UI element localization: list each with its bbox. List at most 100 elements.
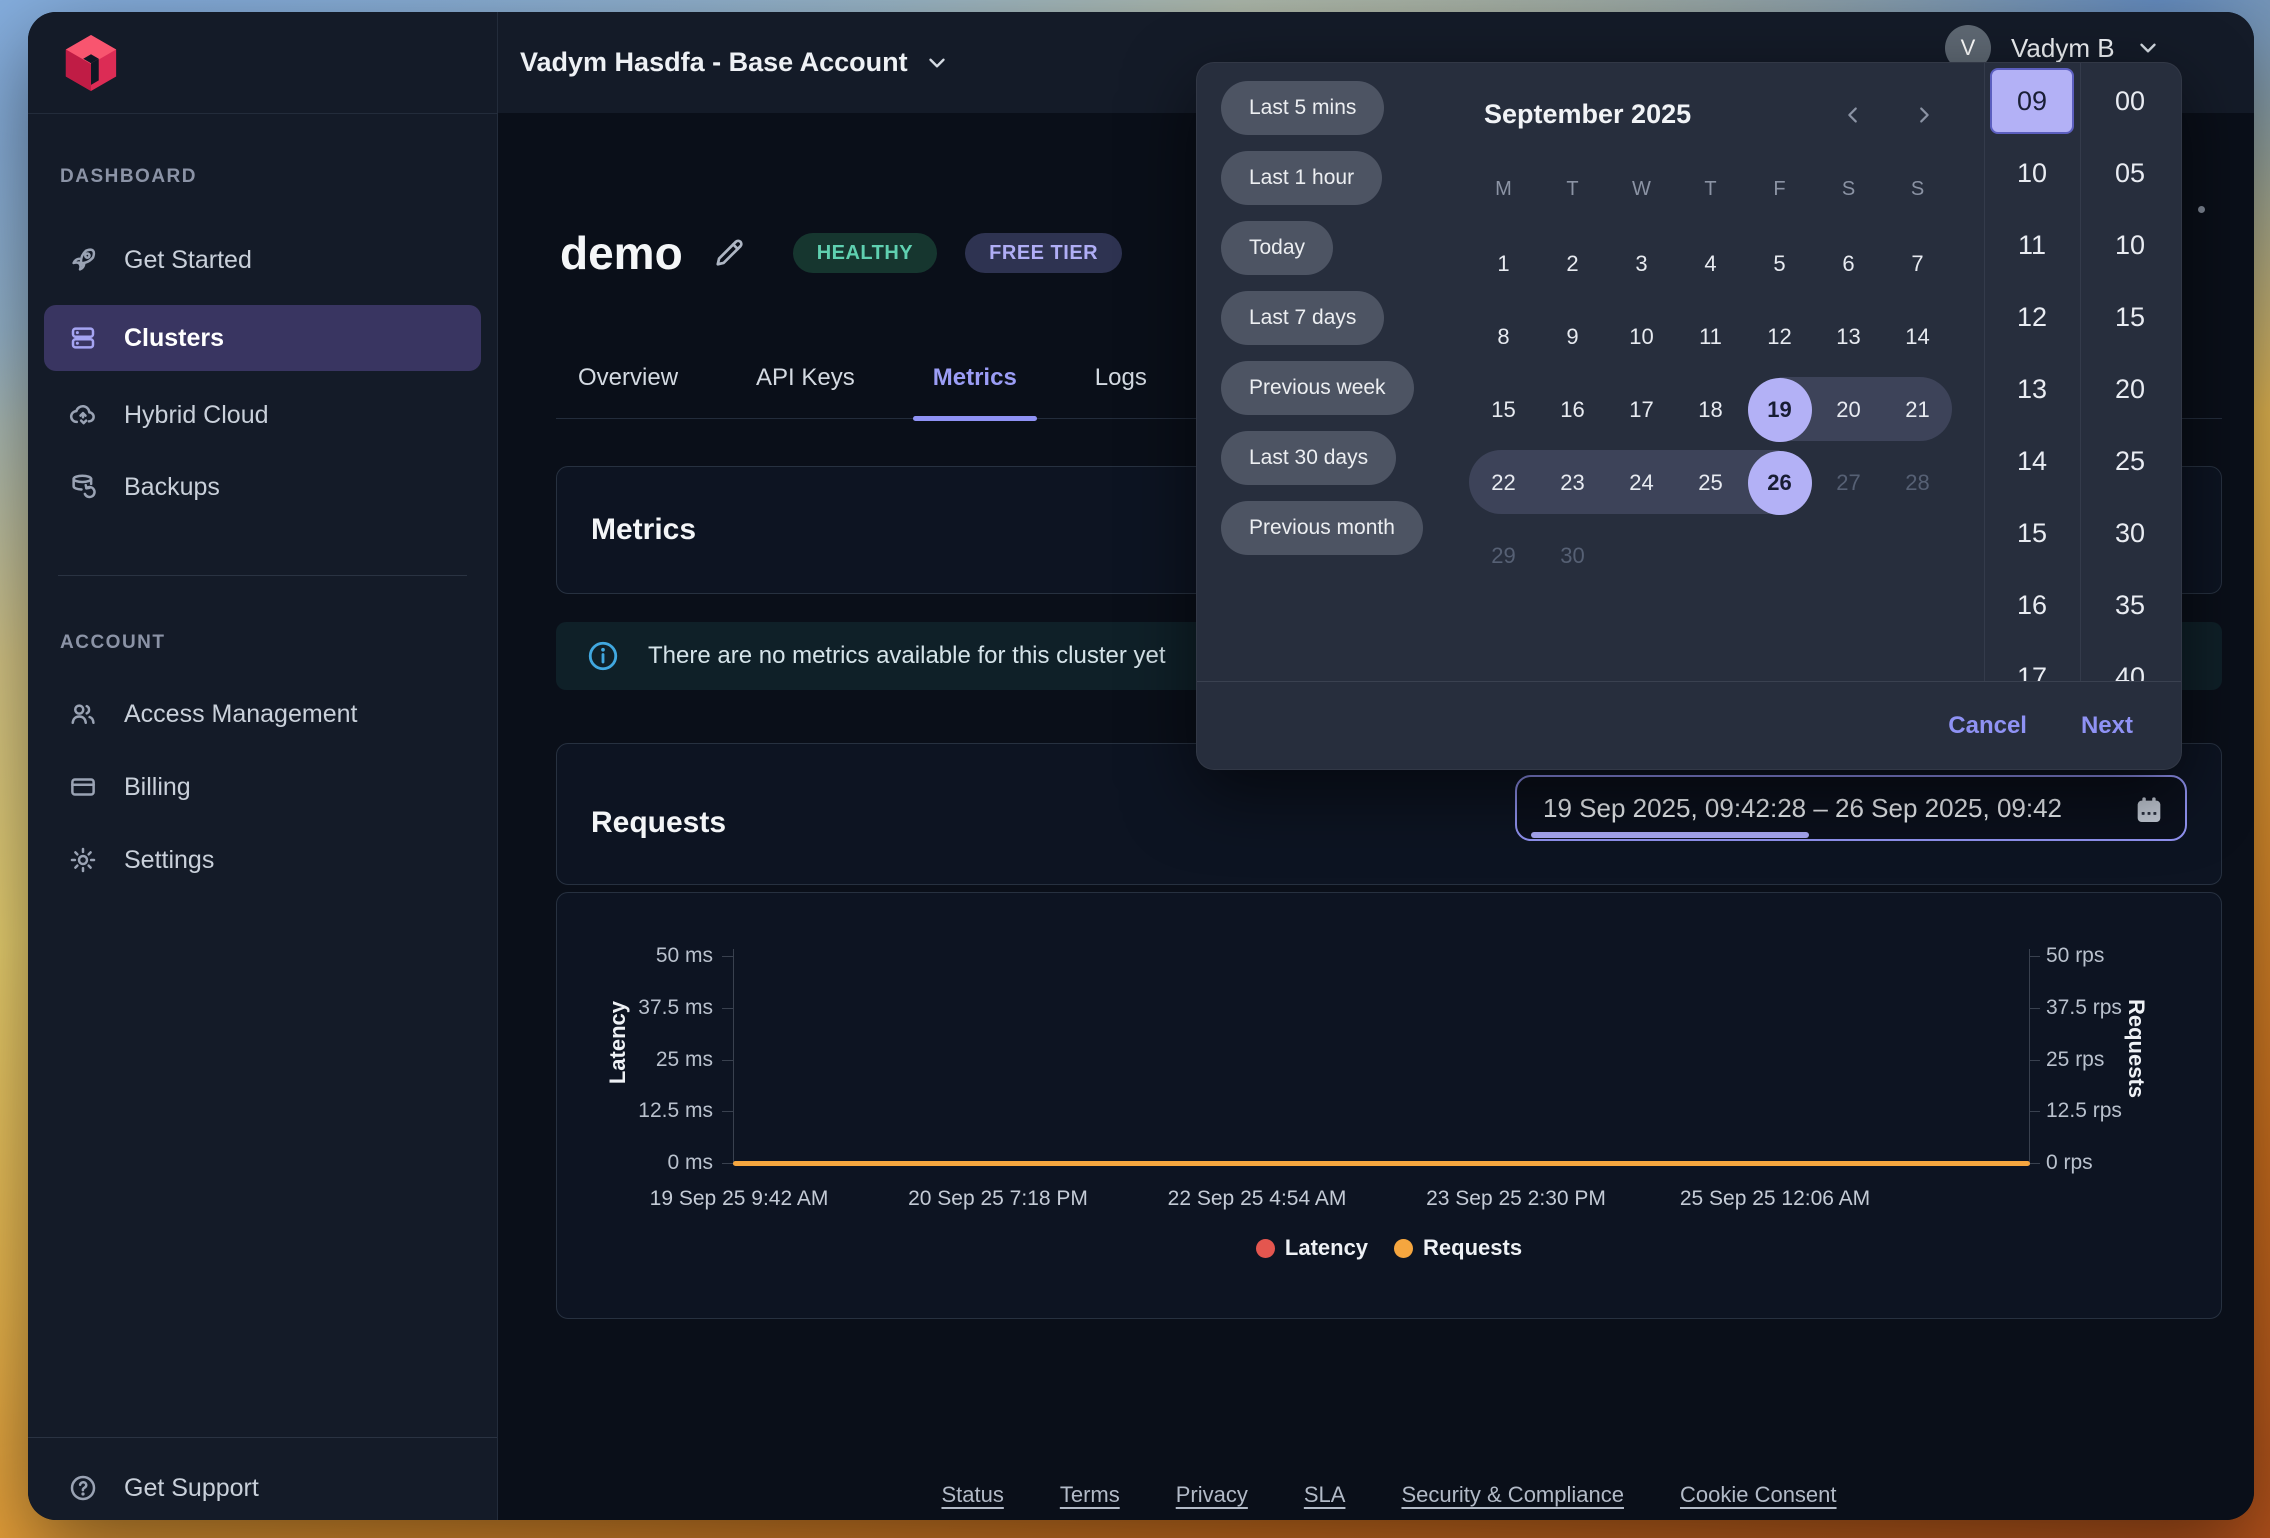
quick-range-pill[interactable]: Today [1221, 221, 1334, 275]
sidebar-item-label: Settings [124, 845, 215, 874]
calendar-day[interactable]: 27 [1836, 469, 1861, 495]
footer-link[interactable]: Privacy [1175, 1482, 1248, 1507]
backups-icon [68, 472, 98, 502]
calendar-day[interactable]: 16 [1560, 396, 1585, 422]
calendar-day[interactable]: 26 [1745, 446, 1814, 519]
hour-option[interactable]: 15 [2016, 517, 2048, 548]
sidebar-item-hybrid-cloud[interactable]: Hybrid Cloud [44, 382, 481, 448]
sidebar-item-access-management[interactable]: Access Management [44, 681, 481, 747]
help-circle-icon [68, 1473, 98, 1503]
calendar-day[interactable]: 7 [1911, 250, 1924, 276]
calendar-day[interactable]: 24 [1607, 446, 1676, 519]
tab[interactable]: Metrics [912, 338, 1037, 421]
calendar-day[interactable]: 1 [1497, 250, 1510, 276]
x-tick-label: 22 Sep 25 4:54 AM [1167, 1187, 1347, 1210]
calendar-next-button[interactable] [1906, 97, 1942, 133]
quick-range-pill[interactable]: Previous month [1221, 501, 1423, 555]
minute-option[interactable]: 00 [2114, 85, 2146, 116]
quick-range-pill[interactable]: Last 30 days [1221, 431, 1397, 485]
x-tick-label: 20 Sep 25 7:18 PM [908, 1187, 1088, 1210]
quick-range-pill[interactable]: Previous week [1221, 361, 1414, 415]
next-button[interactable]: Next [2080, 711, 2133, 739]
legend-latency[interactable]: Latency [1255, 1235, 1368, 1261]
sidebar-item-get-support[interactable]: Get Support [44, 1455, 481, 1520]
calendar-day[interactable]: 10 [1629, 323, 1654, 349]
calendar-day[interactable]: 12 [1767, 323, 1792, 349]
calendar-day[interactable]: 20 [1814, 373, 1883, 446]
calendar-day[interactable]: 19 [1745, 373, 1814, 446]
calendar-day[interactable]: 4 [1704, 250, 1717, 276]
minute-option[interactable]: 30 [2114, 517, 2146, 548]
weekday-label: W [1632, 177, 1651, 200]
footer-link[interactable]: SLA [1303, 1482, 1346, 1507]
calendar-day[interactable]: 11 [1699, 323, 1722, 349]
sidebar-item-settings[interactable]: Settings [44, 827, 481, 893]
edit-pencil-icon[interactable] [711, 235, 747, 271]
latency-dot-icon [1255, 1238, 1275, 1258]
sidebar-item-backups[interactable]: Backups [44, 454, 481, 520]
calendar-day[interactable]: 6 [1842, 250, 1855, 276]
calendar-day[interactable]: 3 [1635, 250, 1648, 276]
minute-option[interactable]: 20 [2114, 373, 2146, 404]
calendar-day[interactable]: 30 [1560, 542, 1585, 568]
footer-link[interactable]: Security & Compliance [1401, 1482, 1624, 1507]
minute-option[interactable]: 25 [2114, 445, 2146, 476]
minutes-divider [2080, 63, 2081, 681]
hour-option[interactable]: 17 [2016, 661, 2048, 682]
minute-option[interactable]: 15 [2114, 301, 2146, 332]
footer-links: Status Terms Privacy SLA Security & Complian… [556, 1482, 2222, 1508]
calendar-day[interactable]: 2 [1566, 250, 1579, 276]
tab[interactable]: Logs [1094, 364, 1147, 391]
calendar-day[interactable]: 22 [1469, 446, 1538, 519]
quick-range-pill[interactable]: Last 7 days [1221, 291, 1385, 345]
hour-option[interactable]: 09 [1990, 68, 2074, 134]
calendar-day[interactable]: 14 [1905, 323, 1930, 349]
calendar-day[interactable]: 29 [1491, 542, 1516, 568]
calendar-day[interactable]: 18 [1698, 396, 1723, 422]
calendar-prev-button[interactable] [1835, 97, 1871, 133]
alert-text: There are no metrics available for this … [648, 642, 1166, 669]
tab[interactable]: Overview [578, 364, 679, 391]
sidebar-item-clusters[interactable]: Clusters [44, 305, 481, 371]
hybrid-cloud-icon [68, 400, 98, 430]
tab[interactable]: API Keys [756, 364, 855, 391]
minute-option[interactable]: 35 [2114, 589, 2146, 620]
hour-option[interactable]: 10 [2016, 157, 2048, 188]
footer-link[interactable]: Cookie Consent [1679, 1482, 1837, 1507]
minute-option[interactable]: 40 [2114, 661, 2146, 682]
calendar-day[interactable]: 28 [1905, 469, 1930, 495]
x-tick-label: 25 Sep 25 12:06 AM [1679, 1187, 1871, 1210]
sidebar-item-label: Backups [124, 472, 220, 501]
footer-link[interactable]: Status [941, 1482, 1004, 1507]
sidebar-item-get-started[interactable]: Get Started [44, 227, 481, 293]
calendar-day[interactable]: 8 [1497, 323, 1510, 349]
hour-option[interactable]: 13 [2016, 373, 2048, 404]
calendar-day[interactable]: 21 [1883, 373, 1952, 446]
minute-option[interactable]: 10 [2114, 229, 2146, 260]
calendar-day[interactable]: 17 [1629, 396, 1654, 422]
hour-option[interactable]: 14 [2016, 445, 2048, 476]
footer-link[interactable]: Terms [1059, 1482, 1120, 1507]
legend-requests[interactable]: Requests [1394, 1235, 1522, 1261]
info-icon [588, 641, 618, 671]
tick-label: 0 rps [2029, 1151, 2093, 1174]
calendar-day[interactable]: 5 [1773, 250, 1786, 276]
quick-range-pill[interactable]: Last 1 hour [1221, 151, 1383, 205]
minute-list: 00 05 10 15 20 25 30 35 40 [2083, 63, 2177, 682]
account-switcher[interactable]: Vadym Hasdfa - Base Account [520, 12, 950, 113]
hour-option[interactable]: 11 [2017, 229, 2047, 260]
date-range-value: 19 Sep 2025, 09:42:28 – 26 Sep 2025, 09:… [1543, 792, 2063, 823]
sidebar-item-billing[interactable]: Billing [44, 754, 481, 820]
calendar-day[interactable]: 13 [1836, 323, 1861, 349]
calendar-day[interactable]: 15 [1491, 396, 1516, 422]
calendar-day[interactable]: 9 [1566, 323, 1579, 349]
calendar-day[interactable]: 23 [1538, 446, 1607, 519]
date-range-input[interactable]: 19 Sep 2025, 09:42:28 – 26 Sep 2025, 09:… [1515, 775, 2187, 841]
quick-range-pill[interactable]: Last 5 mins [1221, 81, 1385, 135]
sidebar-item-label: Clusters [124, 323, 225, 352]
cancel-button[interactable]: Cancel [1948, 711, 2027, 739]
calendar-day[interactable]: 25 [1676, 446, 1745, 519]
hour-option[interactable]: 16 [2016, 589, 2048, 620]
hour-option[interactable]: 12 [2016, 301, 2048, 332]
minute-option[interactable]: 05 [2114, 157, 2146, 188]
